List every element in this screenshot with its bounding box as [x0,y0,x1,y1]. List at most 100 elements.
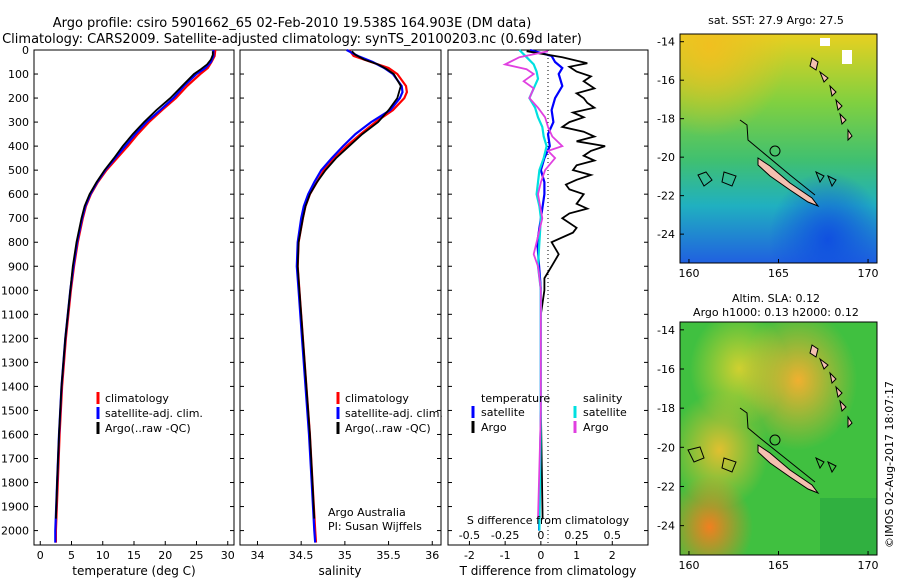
figure-title-line2: Climatology: CARS2009. Satellite-adjuste… [2,32,582,47]
temperature-x-tick-label: 15 [127,549,141,562]
temperature-y-tick-label: 1600 [1,428,29,441]
temperature-plot-frame [33,49,235,546]
imos-credit: ©IMOS 02-Aug-2017 18:07:17 [883,381,896,548]
temperature-x-tick-label: 0 [37,549,44,562]
temperature-y-tick-label: 0 [22,44,29,57]
sst-map-lat-tick-label: -14 [657,36,675,49]
figure-title-line1: Argo profile: csiro 5901662_65 02-Feb-20… [53,16,532,31]
salinity-legend-argo: Argo(..raw -QC) [345,422,431,435]
salinity-x-tick-label: 35 [338,549,352,562]
temperature-y-tick-label: 500 [8,164,29,177]
temperature-x-label: temperature (deg C) [72,564,195,578]
difference-legend-t-title: temperature [481,392,550,405]
temperature-y-tick-label: 1500 [1,404,29,417]
temperature-legend-satellite: satellite-adj. clim. [105,407,203,420]
sst-map-lat-tick-label: -22 [657,190,675,203]
difference-legend-s-argo: Argo [583,421,609,434]
temperature-y-tick-label: 300 [8,116,29,129]
sst-map-lon-tick-label: 160 [678,267,699,280]
sla-map-panel: Altim. SLA: 0.12 Argo h1000: 0.13 h2000:… [657,292,879,572]
temperature-x-tick-label: 25 [190,549,204,562]
sst-map-lat-tick-label: -18 [657,113,675,126]
sla-map-lon-tick-label: 170 [858,559,879,572]
difference-s-label: S difference from climatology [467,514,630,527]
salinity-series-argo [296,50,402,519]
temperature-y-tick-label: 600 [8,188,29,201]
temperature-y-tick-label: 200 [8,92,29,105]
sst-map-vanuatu-islands [809,57,853,142]
difference-t-tick-label: -2 [464,549,475,562]
temperature-x-tick-label: 10 [96,549,110,562]
difference-panel: -2 -1 0 1 2 -0.5 -0.25 0 0.25 0.5 S difference fr… [447,48,649,578]
salinity-legend: climatology satellite-adj. clim. Argo(..… [336,392,443,435]
difference-s-tick-label: 0 [537,529,544,542]
temperature-y-tick-label: 1700 [1,452,29,465]
temperature-panel: 0100200300400500600700800900100011001200… [1,44,235,578]
difference-s-tick-label: -0.25 [491,529,519,542]
sst-map-panel: sat. SST: 27.9 Argo: 27.5 160 165 170 -14 -1… [657,14,879,280]
temperature-y-tick-label: 700 [8,212,29,225]
difference-t-tick-label: 0 [537,549,544,562]
difference-legend-s-title: salinity [583,392,623,405]
sst-map-new-caledonia [757,157,820,208]
salinity-plot-frame [239,49,442,546]
sla-map-lon-tick-label: 160 [678,559,699,572]
temperature-y-tick-label: 100 [8,68,29,81]
difference-t-tick-label: 2 [609,549,616,562]
difference-t-label: T difference from climatology [459,564,637,578]
salinity-x-tick-label: 34.5 [289,549,314,562]
temperature-y-tick-label: 800 [8,236,29,249]
temperature-y-tick-label: 400 [8,140,29,153]
sst-map-argo-position [769,145,781,157]
sst-map-cloud-gap-1 [820,38,830,46]
temperature-y-tick-label: 1800 [1,477,29,490]
temperature-x-tick-label: 30 [221,549,235,562]
temperature-y-tick-label: 1000 [1,284,29,297]
salinity-x-label: salinity [318,564,361,578]
temperature-x-tick-label: 5 [68,549,75,562]
salinity-panel: 34 34.5 35 35.5 36 salinity climatology sate… [239,49,443,578]
difference-legend-t-satellite: satellite [481,406,525,419]
difference-series-s-argo [502,50,564,519]
temperature-legend: climatology satellite-adj. clim. Argo(..… [96,392,203,435]
sst-map-lon-tick-label: 170 [858,267,879,280]
sla-map-title-line2: Argo h1000: 0.13 h2000: 0.12 [693,306,859,319]
temperature-y-tick-label: 1400 [1,380,29,393]
sst-map-reef-outline [697,119,837,196]
sst-map-lat-tick-label: -16 [657,74,675,87]
temperature-y-tick-label: 900 [8,260,29,273]
salinity-x-tick-label: 36 [425,549,439,562]
difference-s-tick-label: 0.5 [604,529,622,542]
sla-map-lat-tick-label: -18 [657,402,675,415]
sst-map-cloud-gap-2 [842,50,852,64]
sla-map-vanuatu-islands [809,344,853,429]
salinity-x-tick-label: 35.5 [376,549,401,562]
salinity-annotation-pi: PI: Susan Wijffels [328,520,422,533]
temperature-y-tick-label: 1900 [1,501,29,514]
salinity-annotation-institution: Argo Australia [328,506,406,519]
temperature-y-tick-label: 1200 [1,332,29,345]
sla-map-lat-tick-label: -24 [657,520,675,533]
sla-map-lat-tick-label: -22 [657,480,675,493]
sla-map-reef-outline [687,407,837,483]
salinity-x-tick-label: 34 [250,549,264,562]
temperature-y-tick-label: 2000 [1,525,29,538]
difference-t-tick-label: 1 [573,549,580,562]
sla-map-argo-position [769,434,781,446]
temperature-y-tick-label: 1300 [1,356,29,369]
difference-legend-s-satellite: satellite [583,406,627,419]
difference-legend: temperature salinity satellite Argo sate… [471,392,627,434]
temperature-series-argo [55,51,214,519]
difference-legend-t-argo: Argo [481,421,507,434]
difference-s-tick-label: -0.5 [459,529,480,542]
sst-map-lat-tick-label: -20 [657,151,675,164]
difference-t-tick-label: -1 [500,549,511,562]
sst-map-title: sat. SST: 27.9 Argo: 27.5 [708,14,844,27]
sla-map-title-line1: Altim. SLA: 0.12 [732,292,820,305]
sst-map-lat-tick-label: -24 [657,228,675,241]
salinity-legend-satellite: satellite-adj. clim. [345,407,443,420]
difference-series-t-argo [526,50,606,519]
temperature-y-tick-label: 1100 [1,308,29,321]
sla-map-lat-tick-label: -20 [657,441,675,454]
